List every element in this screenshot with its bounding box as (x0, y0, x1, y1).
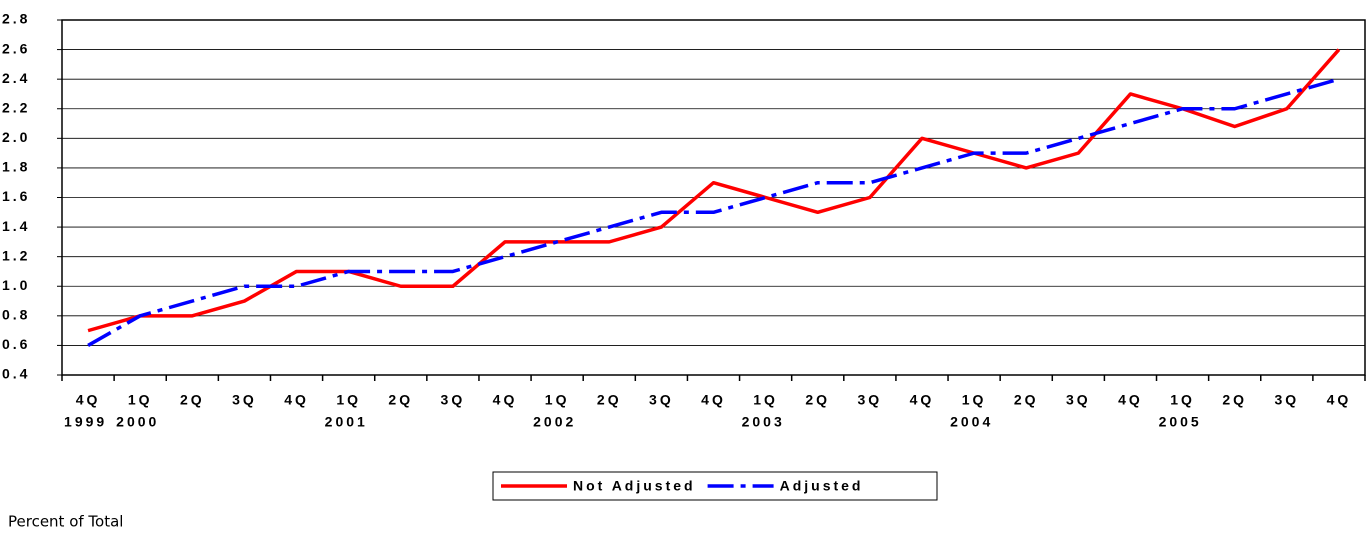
x-tick-label: 2Q (1222, 392, 1247, 408)
x-tick-label: 4Q (493, 392, 518, 408)
y-tick-label: 2.8 (2, 11, 30, 27)
x-year-label: 2002 (533, 414, 576, 430)
x-tick-label: 3Q (441, 392, 466, 408)
x-tick-label: 4Q (284, 392, 309, 408)
x-tick-label: 3Q (858, 392, 883, 408)
x-tick-label: 4Q (76, 392, 101, 408)
y-tick-label: 0.6 (2, 336, 30, 352)
x-tick-label: 1Q (545, 392, 570, 408)
x-year-label: 2001 (325, 414, 368, 430)
y-tick-label: 2.6 (2, 40, 30, 56)
x-tick-label: 4Q (701, 392, 726, 408)
x-tick-label: 2Q (597, 392, 622, 408)
y-tick-label: 1.4 (2, 218, 30, 234)
x-tick-label: 1Q (753, 392, 778, 408)
x-tick-label: 2Q (805, 392, 830, 408)
y-tick-label: 2.2 (2, 99, 30, 115)
legend-label: Not Adjusted (573, 478, 696, 494)
x-tick-label: 1Q (128, 392, 153, 408)
x-tick-label: 2Q (388, 392, 413, 408)
y-tick-label: 1.6 (2, 188, 30, 204)
x-tick-label: 3Q (1274, 392, 1299, 408)
x-tick-label: 3Q (649, 392, 674, 408)
y-tick-label: 2.4 (2, 70, 30, 86)
y-tick-label: 1.8 (2, 159, 30, 175)
x-tick-label: 1Q (962, 392, 987, 408)
y-tick-label: 0.4 (2, 366, 30, 382)
x-year-label: 2000 (116, 414, 159, 430)
x-tick-label: 1Q (336, 392, 361, 408)
x-tick-label: 4Q (1327, 392, 1352, 408)
x-tick-label: 3Q (1066, 392, 1091, 408)
y-tick-label: 1.0 (2, 277, 30, 293)
legend-label: Adjusted (780, 478, 864, 494)
x-tick-label: 1Q (1170, 392, 1195, 408)
series-line (87, 77, 1340, 347)
x-year-label: 2004 (950, 414, 993, 430)
footnote: Percent of Total (8, 513, 123, 531)
x-tick-label: 4Q (910, 392, 935, 408)
y-tick-label: 0.8 (2, 307, 30, 323)
x-year-label: 2003 (742, 414, 785, 430)
x-tick-label: 2Q (180, 392, 205, 408)
x-year-label: 1999 (64, 414, 107, 430)
y-tick-label: 2.0 (2, 129, 30, 145)
series-line (87, 48, 1341, 333)
x-tick-label: 4Q (1118, 392, 1143, 408)
y-tick-label: 1.2 (2, 247, 30, 263)
x-year-label: 2005 (1159, 414, 1202, 430)
x-tick-label: 2Q (1014, 392, 1039, 408)
x-tick-label: 3Q (232, 392, 257, 408)
